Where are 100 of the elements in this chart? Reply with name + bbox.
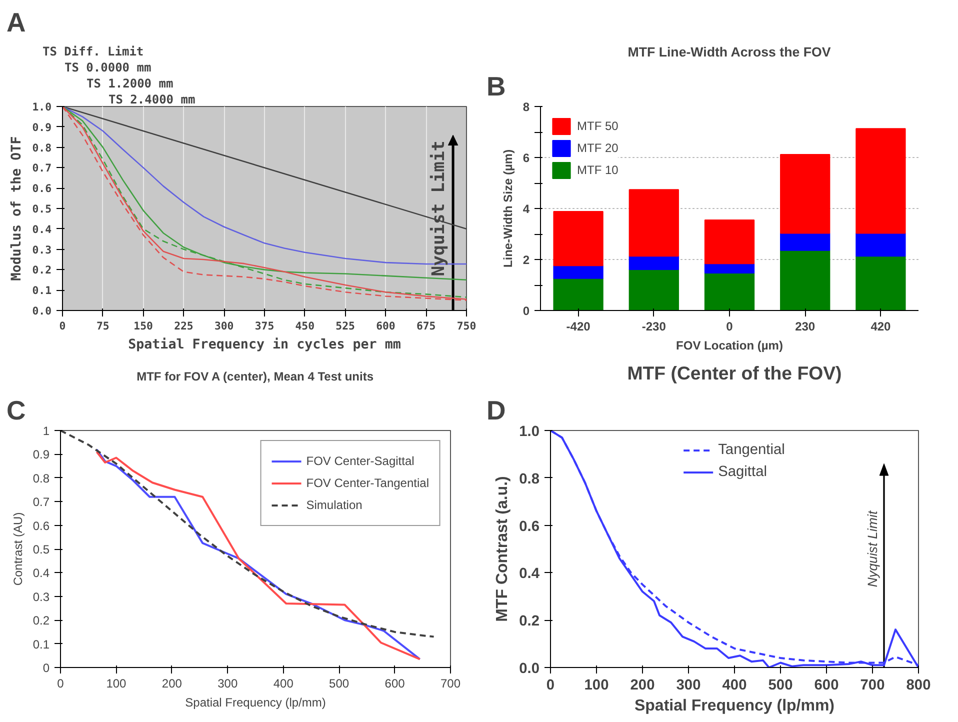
x-tick-label: 230 — [795, 320, 816, 334]
ref-line-label: Nyquist Limit — [865, 510, 880, 588]
bar — [553, 211, 604, 266]
y-tick-label: 0.6 — [32, 518, 50, 533]
bar — [704, 219, 755, 264]
y-tick-label: 1.0 — [32, 100, 52, 114]
y-tick-label: 0.5 — [32, 542, 50, 556]
x-tick-label: 150 — [134, 320, 153, 332]
x-tick-label: 450 — [295, 320, 315, 332]
bar — [628, 268, 679, 310]
x-tick-label: 675 — [416, 320, 436, 332]
x-tick-label: -230 — [642, 320, 666, 334]
x-tick-label: 700 — [440, 676, 461, 690]
x-tick-label: -420 — [566, 320, 591, 334]
x-tick-label: 300 — [218, 676, 238, 690]
x-tick-label: 700 — [860, 678, 885, 694]
y-tick-label: 0.4 — [32, 222, 52, 236]
legend-label: MTF 10 — [577, 163, 618, 177]
legend-label: Simulation — [306, 498, 362, 512]
y-tick-label: 0.2 — [32, 614, 50, 628]
x-tick-label: 100 — [106, 676, 127, 690]
y-tick-label: 0.3 — [32, 243, 52, 256]
y-tick-label: 0.9 — [32, 448, 50, 462]
line-series — [60, 430, 435, 638]
y-tick-label: 0.4 — [519, 566, 540, 582]
y-tick-label: 0.1 — [32, 284, 52, 298]
legend-label: FOV Center-Tangential — [306, 476, 429, 490]
text: C — [6, 396, 26, 426]
y-tick-label: 8 — [522, 100, 530, 114]
x-tick-label: 300 — [214, 320, 234, 332]
x-tick-label: 0 — [726, 320, 734, 334]
x-tick-label: 500 — [329, 676, 350, 690]
bar — [553, 265, 604, 279]
y-tick-label: 0.2 — [519, 614, 540, 630]
y-tick-label: 2 — [522, 253, 530, 267]
y-tick-label: 0.9 — [32, 120, 52, 134]
y-tick-label: 0.0 — [519, 661, 540, 677]
x-tick-label: 200 — [630, 678, 655, 694]
x-tick-label: 375 — [254, 320, 274, 332]
y-tick-label: 0.3 — [32, 590, 50, 604]
x-tick-label: 600 — [384, 676, 406, 690]
y-tick-label: 1 — [42, 424, 50, 438]
x-tick-label: 100 — [584, 678, 609, 694]
annotation: TS 2.4000 mm — [108, 92, 196, 106]
x-tick-label: 75 — [96, 320, 110, 332]
bar — [780, 154, 830, 234]
y-axis-title: Contrast (AU) — [10, 512, 25, 586]
y-tick-label: 0.8 — [32, 141, 52, 154]
y-tick-label: 4 — [522, 202, 530, 216]
y-tick-label: 0.0 — [32, 304, 52, 318]
legend-label: FOV Center-Sagittal — [306, 454, 414, 468]
bar — [780, 250, 830, 310]
x-tick-label: 525 — [336, 320, 355, 332]
text: B — [486, 72, 506, 102]
y-tick-label: 0.6 — [32, 182, 52, 196]
x-tick-label: 0 — [57, 676, 64, 690]
bar — [780, 232, 830, 251]
text: TS 1.2000 mm — [86, 76, 174, 90]
y-tick-label: 0 — [42, 661, 50, 675]
y-axis-title: Line-Width Size (µm) — [500, 149, 515, 268]
x-tick-label: 0 — [59, 320, 66, 332]
bar — [553, 278, 604, 310]
y-tick-label: 0.8 — [32, 471, 50, 486]
legend-label: Tangential — [718, 442, 785, 458]
text: TS 0.0000 mm — [64, 60, 152, 74]
y-tick-label: 6 — [522, 151, 530, 165]
chart-title: MTF Line-Width Across the FOV — [628, 44, 831, 60]
y-tick-label: 0.4 — [32, 566, 50, 580]
x-tick-label: 0 — [546, 678, 555, 694]
bar — [856, 256, 906, 310]
ref-line-label: Nyquist Limit — [429, 140, 450, 276]
x-tick-label: 600 — [814, 678, 839, 694]
legend-label: MTF 50 — [577, 119, 618, 133]
y-tick-label: 0.7 — [32, 162, 52, 175]
x-tick-label: 225 — [174, 320, 194, 332]
x-tick-label: 800 — [906, 678, 931, 694]
x-tick-label: 750 — [456, 320, 476, 332]
x-axis-title: Spatial Frequency in cycles per mm — [128, 338, 401, 352]
y-tick-label: 0.1 — [32, 637, 50, 652]
x-tick-label: 400 — [273, 676, 294, 690]
y-tick-label: 0.8 — [519, 471, 540, 488]
y-tick-label: 0.7 — [32, 495, 50, 510]
text: TS Diff. Limit — [42, 44, 144, 58]
x-tick-label: 300 — [676, 678, 701, 694]
chart-title: MTF (Center of the FOV) — [627, 362, 842, 384]
text: A — [6, 8, 26, 38]
x-tick-label: 200 — [162, 676, 182, 690]
bar — [856, 128, 906, 234]
y-tick-label: 1.0 — [519, 424, 540, 440]
x-tick-label: 400 — [722, 678, 747, 694]
y-tick-label: 0 — [522, 304, 530, 318]
x-tick-label: 600 — [376, 320, 396, 332]
legend-label: MTF 20 — [577, 141, 618, 155]
y-axis-title: Modulus of the OTF — [9, 136, 24, 281]
x-tick-label: 420 — [870, 320, 892, 334]
x-tick-label: 500 — [768, 678, 793, 694]
x-axis-title: FOV Location (µm) — [676, 338, 783, 352]
bar — [628, 189, 679, 257]
y-axis-title: MTF Contrast (a.u.) — [494, 476, 512, 622]
y-tick-label: 0.6 — [519, 518, 540, 535]
